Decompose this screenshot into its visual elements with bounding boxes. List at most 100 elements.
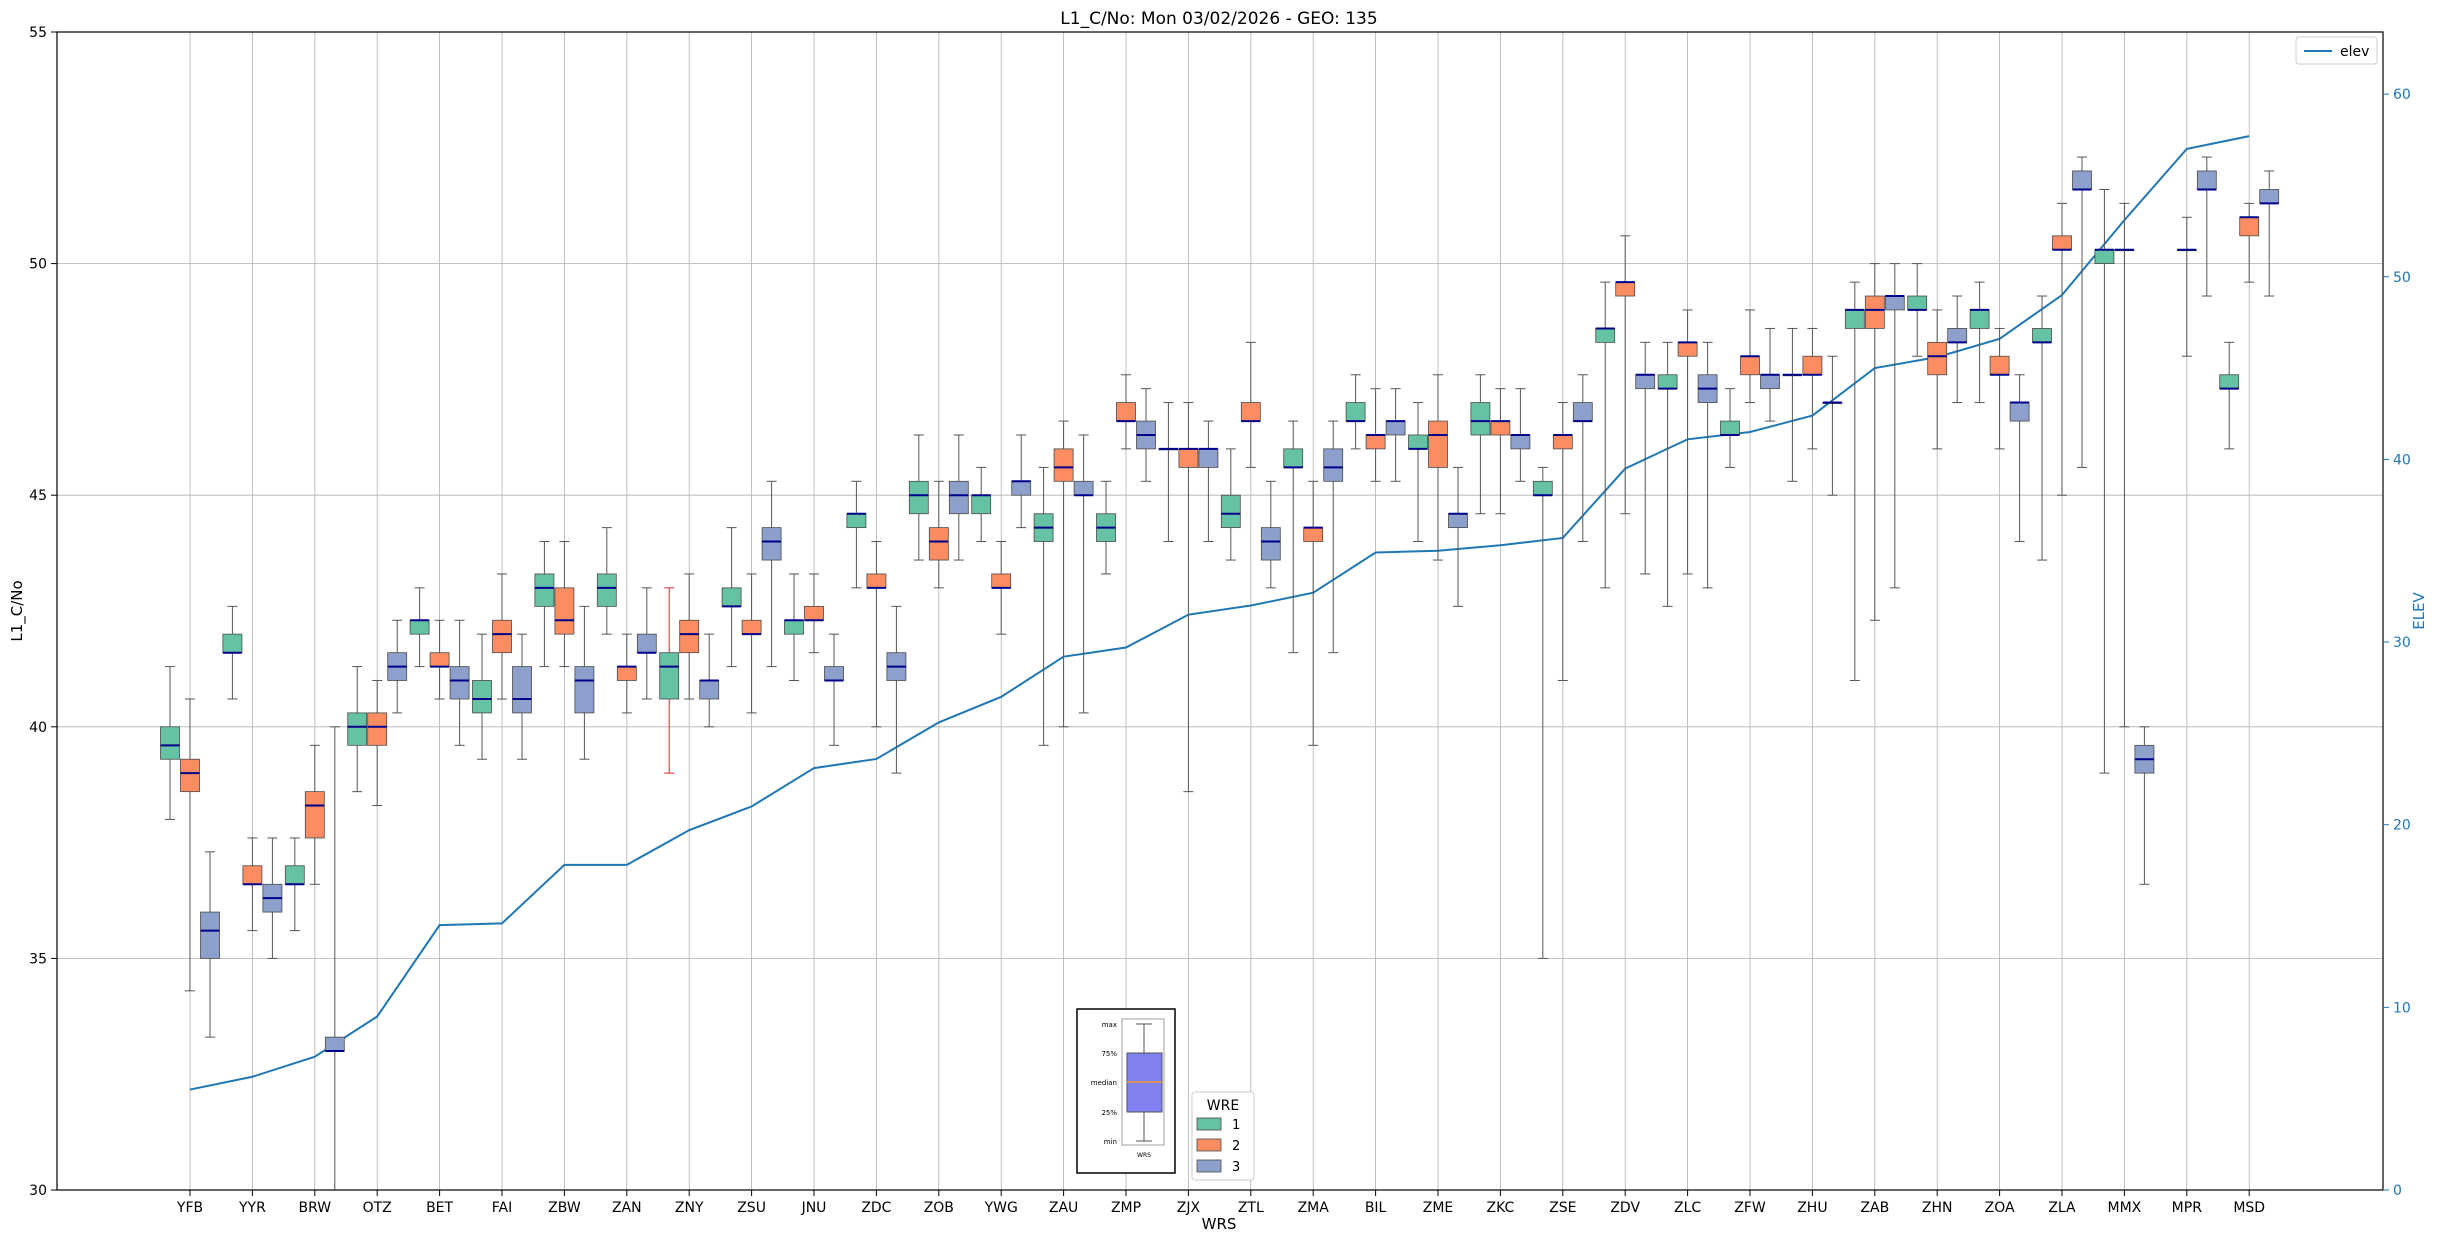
iqr-box [242, 865, 263, 885]
wre-legend-title: WRE [1207, 1098, 1239, 1114]
iqr-box [1385, 420, 1406, 436]
iqr-box [866, 573, 887, 589]
iqr-box [1323, 448, 1344, 482]
wre-legend: WRE 1 2 3 [1191, 1091, 1255, 1181]
box-MPR-wre3 [2196, 156, 2217, 297]
iqr-box [222, 633, 243, 654]
x-tick-label: MMX [2108, 1200, 2142, 1216]
box-BRW-wre1 [284, 837, 305, 932]
iqr-box [636, 633, 657, 654]
box-ZSE-wre3 [1572, 374, 1593, 543]
x-tick-label: ZLA [2048, 1200, 2076, 1216]
box-ZME-wre3 [1448, 466, 1468, 607]
x-tick-label: ZJX [1177, 1200, 1201, 1216]
iqr-box [948, 480, 969, 515]
box-BRW-wre2 [304, 744, 325, 885]
iqr-box [1428, 420, 1448, 468]
box-ZLC-wre2 [1677, 309, 1698, 575]
box-BIL-wre3 [1385, 388, 1406, 482]
iqr-box [2094, 249, 2115, 264]
elev-legend-frame [2295, 36, 2378, 65]
box-BIL-wre2 [1365, 388, 1386, 482]
x-tick-label: ZAU [1049, 1200, 1078, 1216]
wre-legend-swatch-3 [1196, 1159, 1222, 1173]
box-ZNY-wre1 [659, 587, 680, 774]
x-tick-label: ZTL [1238, 1200, 1264, 1216]
iqr-box [429, 652, 450, 667]
box-BRW-wre3 [324, 726, 345, 1191]
iqr-box [2196, 170, 2217, 190]
iqr-box [1345, 402, 1366, 422]
iqr-box [804, 605, 824, 621]
iqr-box [721, 587, 742, 607]
iqr-box [1116, 402, 1136, 422]
box-MMX-wre3 [2134, 726, 2155, 885]
iqr-box [1884, 295, 1905, 311]
x-tick-label: BRW [298, 1200, 331, 1216]
right-y-axis-label: ELEV [2410, 591, 2428, 629]
box-ZAU-wre3 [1073, 434, 1094, 714]
iqr-box [492, 619, 512, 654]
box-ZHU-wre1 [1782, 327, 1803, 482]
iqr-box [180, 758, 200, 793]
iqr-box [1470, 402, 1491, 436]
iqr-box [449, 666, 470, 700]
y-tick-label: 55 [29, 25, 47, 41]
box-ZDV-wre2 [1615, 235, 1636, 515]
box-ZFW-wre3 [1760, 327, 1780, 422]
x-tick-label: ZBW [548, 1200, 581, 1216]
box-ZSE-wre1 [1532, 466, 1553, 959]
box-ZAB-wre2 [1864, 263, 1885, 621]
iqr-box [991, 573, 1012, 589]
x-tick-label: ZHU [1797, 1200, 1827, 1216]
box-ZJX-wre2 [1178, 402, 1199, 793]
iqr-box [1802, 355, 1823, 376]
iqr-box [534, 573, 555, 607]
x-tick-label: ZDV [1610, 1200, 1640, 1216]
iqr-box [928, 527, 949, 561]
box-ZLC-wre1 [1657, 341, 1678, 607]
iqr-box [2052, 235, 2072, 251]
box-ZHU-wre3 [1822, 355, 1843, 496]
right-y-tick-label: 0 [2393, 1183, 2402, 1199]
iqr-box [304, 791, 325, 839]
iqr-box [1490, 420, 1511, 436]
iqr-box [2239, 216, 2260, 237]
x-tick-label: FAI [492, 1200, 512, 1216]
iqr-box [1927, 341, 1948, 376]
box-YWG-wre1 [971, 466, 992, 543]
box-ZOB-wre1 [908, 434, 929, 561]
box-ZLA-wre3 [2072, 156, 2092, 468]
x-tick-label: ZNY [675, 1200, 704, 1216]
x-tick-label: ZKC [1487, 1200, 1515, 1216]
box-ZME-wre1 [1408, 402, 1428, 543]
elev-legend-label: elev [2340, 44, 2369, 60]
iqr-box [1595, 328, 1616, 343]
box-MSD-wre3 [2259, 170, 2280, 297]
iqr-box [160, 726, 180, 760]
box-ZKC-wre3 [1510, 388, 1531, 482]
box-ZSU-wre2 [741, 573, 762, 714]
box-explainer-axis-label: WRS [1137, 1152, 1151, 1159]
box-ZAN-wre1 [596, 527, 617, 635]
plot-frame [56, 31, 2384, 1191]
iqr-box [1615, 281, 1636, 297]
box-explainer-label-max: max [1102, 1021, 1117, 1029]
iqr-box [1677, 341, 1698, 357]
box-ZTL-wre1 [1220, 448, 1241, 561]
box-ZDV-wre1 [1595, 281, 1616, 589]
right-y-tick-label: 10 [2393, 1000, 2411, 1016]
box-ZSU-wre3 [761, 480, 782, 668]
iqr-box [1907, 295, 1928, 311]
x-axis-label: WRS [1202, 1215, 1237, 1233]
wre-legend-label-3: 3 [1232, 1160, 1240, 1175]
box-OTZ-wre2 [367, 679, 388, 807]
box-ZDC-wre2 [866, 541, 887, 728]
box-FAI-wre2 [492, 573, 512, 700]
iqr-box [1198, 448, 1219, 468]
axis-layer: YFB YYR BRW OTZ BET FAI ZBW ZAN ZNY ZSU JNU ZDC ZOB Y… [29, 25, 2411, 1216]
x-tick-label: ZOB [924, 1200, 954, 1216]
iqr-box [1635, 374, 1656, 390]
box-ZAU-wre1 [1033, 466, 1054, 746]
